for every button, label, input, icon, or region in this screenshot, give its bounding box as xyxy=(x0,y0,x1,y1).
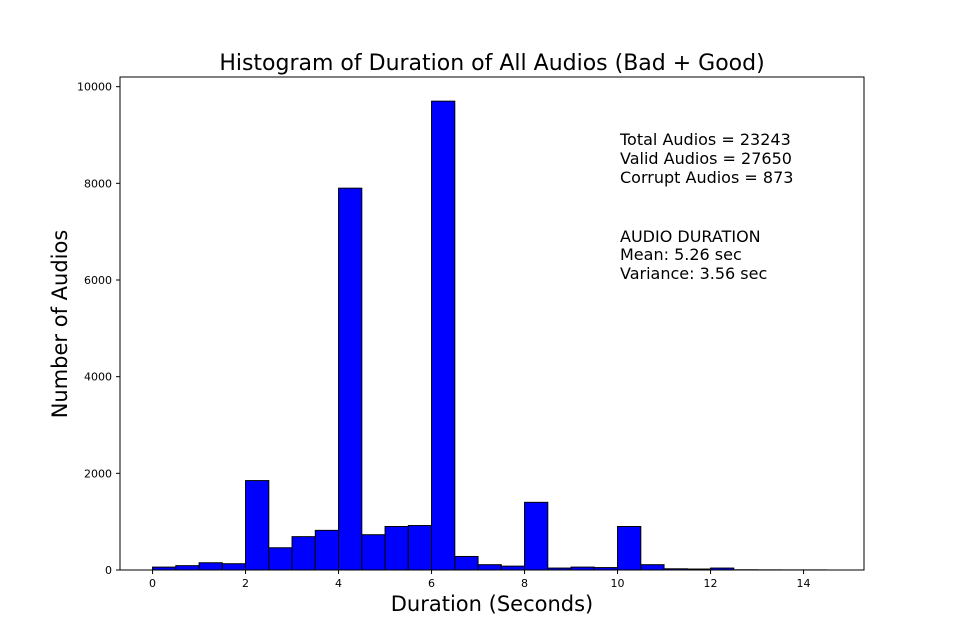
y-tick-label: 8000 xyxy=(84,177,112,190)
y-axis-ticks: 0 2000 4000 6000 8000 10000 xyxy=(77,81,120,577)
histogram-bar xyxy=(524,501,549,571)
y-tick-label: 6000 xyxy=(84,274,112,287)
y-axis-label: Number of Audios xyxy=(48,230,72,419)
histogram-bar xyxy=(407,525,433,571)
duration-heading-text: AUDIO DURATION xyxy=(620,227,761,246)
x-tick-label: 12 xyxy=(704,577,718,590)
x-tick-label: 14 xyxy=(797,577,811,590)
valid-audios-text: Valid Audios = 27650 xyxy=(620,149,792,168)
bars-group xyxy=(152,100,828,571)
histogram-bar xyxy=(175,565,200,571)
x-tick-label: 4 xyxy=(335,577,342,590)
histogram-bar xyxy=(361,534,386,571)
y-tick-label: 0 xyxy=(105,564,112,577)
plot-frame xyxy=(119,76,865,571)
histogram-bar xyxy=(617,526,642,571)
histogram-bar xyxy=(291,536,316,571)
x-tick-label: 0 xyxy=(149,577,156,590)
histogram-bar xyxy=(268,547,293,571)
histogram-bar xyxy=(245,480,270,571)
histogram-bar xyxy=(384,526,409,571)
histogram-bar xyxy=(338,187,363,571)
histogram-bar xyxy=(314,529,340,571)
x-tick-label: 10 xyxy=(611,577,625,590)
x-axis-ticks: 0 2 4 6 8 10 12 14 xyxy=(149,570,811,590)
histogram-bar xyxy=(431,100,456,571)
summary-annotation: Total Audios = 23243 Valid Audios = 2765… xyxy=(619,130,793,187)
histogram-bar xyxy=(640,564,665,571)
x-tick-label: 6 xyxy=(428,577,435,590)
mean-text: Mean: 5.26 sec xyxy=(620,245,742,264)
x-tick-label: 2 xyxy=(242,577,249,590)
histogram-bar xyxy=(221,563,247,571)
histogram-bar xyxy=(477,564,502,571)
histogram-bar xyxy=(500,565,526,571)
y-tick-label: 4000 xyxy=(84,371,112,384)
x-tick-label: 8 xyxy=(521,577,528,590)
x-axis-label: Duration (Seconds) xyxy=(391,592,594,616)
corrupt-audios-text: Corrupt Audios = 873 xyxy=(620,168,793,187)
total-audios-text: Total Audios = 23243 xyxy=(619,130,791,149)
chart-title: Histogram of Duration of All Audios (Bad… xyxy=(219,51,764,76)
histogram-bar xyxy=(454,555,479,571)
variance-text: Variance: 3.56 sec xyxy=(620,264,767,283)
histogram-bar xyxy=(198,562,223,571)
duration-annotation: AUDIO DURATION Mean: 5.26 sec Variance: … xyxy=(620,227,767,283)
y-tick-label: 2000 xyxy=(84,467,112,480)
y-tick-label: 10000 xyxy=(77,81,112,94)
